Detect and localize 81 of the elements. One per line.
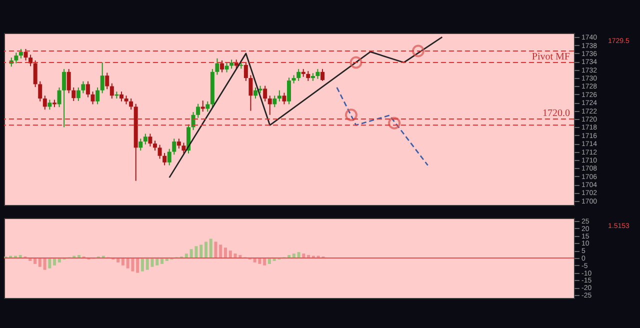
candlestick (105, 72, 110, 90)
candlestick (248, 74, 253, 112)
ref-line-label: Pivot MF (532, 51, 570, 62)
candlestick (186, 124, 190, 154)
candlestick (320, 68, 325, 82)
candlestick (282, 92, 286, 105)
candlestick (62, 68, 66, 128)
bar (43, 258, 46, 270)
candlestick (148, 133, 152, 147)
candlestick (316, 68, 320, 80)
candlestick (110, 82, 114, 100)
bar (121, 258, 124, 266)
point (344, 108, 358, 122)
candlestick (268, 95, 272, 116)
bar (200, 244, 203, 258)
bar (297, 252, 300, 258)
candlestick (14, 52, 18, 64)
candlestick (215, 58, 220, 76)
candlestick (48, 99, 52, 110)
candlestick (158, 144, 162, 160)
bar (136, 258, 140, 273)
candlestick (152, 140, 157, 152)
candlestick (220, 60, 224, 73)
candlestick (200, 100, 205, 112)
bar (140, 258, 144, 272)
bar (53, 258, 56, 266)
candlestick (57, 86, 62, 108)
bar (268, 258, 271, 264)
candlestick (172, 138, 176, 156)
candlestick (72, 86, 76, 102)
candlestick (138, 138, 143, 152)
candlestick (81, 80, 86, 94)
candlestick (129, 98, 134, 110)
bar (34, 258, 37, 264)
candlestick (86, 80, 90, 98)
candlestick (182, 142, 186, 154)
candlestick (42, 95, 47, 110)
bar (224, 248, 228, 258)
bar (219, 244, 222, 258)
candlestick (244, 62, 248, 82)
candlestick (28, 54, 33, 67)
candlestick (96, 86, 100, 105)
candlestick (306, 70, 310, 82)
point (412, 44, 424, 58)
line-series (168, 36, 443, 178)
candlestick (272, 95, 277, 108)
candlestick (38, 80, 42, 102)
candlestick (296, 68, 301, 82)
candlestick (176, 138, 181, 149)
candlestick (66, 68, 71, 94)
candlestick (224, 62, 229, 73)
candlestick (162, 152, 167, 166)
bar (263, 258, 266, 266)
bar (228, 250, 232, 258)
bar (160, 258, 164, 264)
bar (38, 258, 42, 267)
candlestick (18, 48, 23, 59)
line-series (336, 86, 429, 166)
bar (48, 258, 52, 268)
candlestick (76, 86, 80, 102)
candlestick (206, 100, 210, 112)
bar (204, 242, 208, 258)
candlestick (253, 86, 258, 100)
candlestick (33, 60, 38, 88)
candlestick (167, 148, 172, 166)
candlestick (119, 91, 124, 102)
candlestick (100, 62, 104, 94)
candlestick (263, 85, 268, 102)
candlestick (90, 91, 95, 105)
candlestick (24, 48, 28, 61)
candlestick (196, 103, 200, 118)
bar (209, 238, 212, 258)
bar (214, 242, 218, 258)
bar (156, 258, 159, 266)
point (350, 56, 362, 69)
candlestick (230, 59, 234, 70)
candlestick (277, 90, 282, 102)
point (388, 116, 401, 130)
candlestick (287, 77, 291, 105)
candlestick (143, 133, 148, 145)
ref-line-label: 1720.0 (542, 108, 570, 119)
